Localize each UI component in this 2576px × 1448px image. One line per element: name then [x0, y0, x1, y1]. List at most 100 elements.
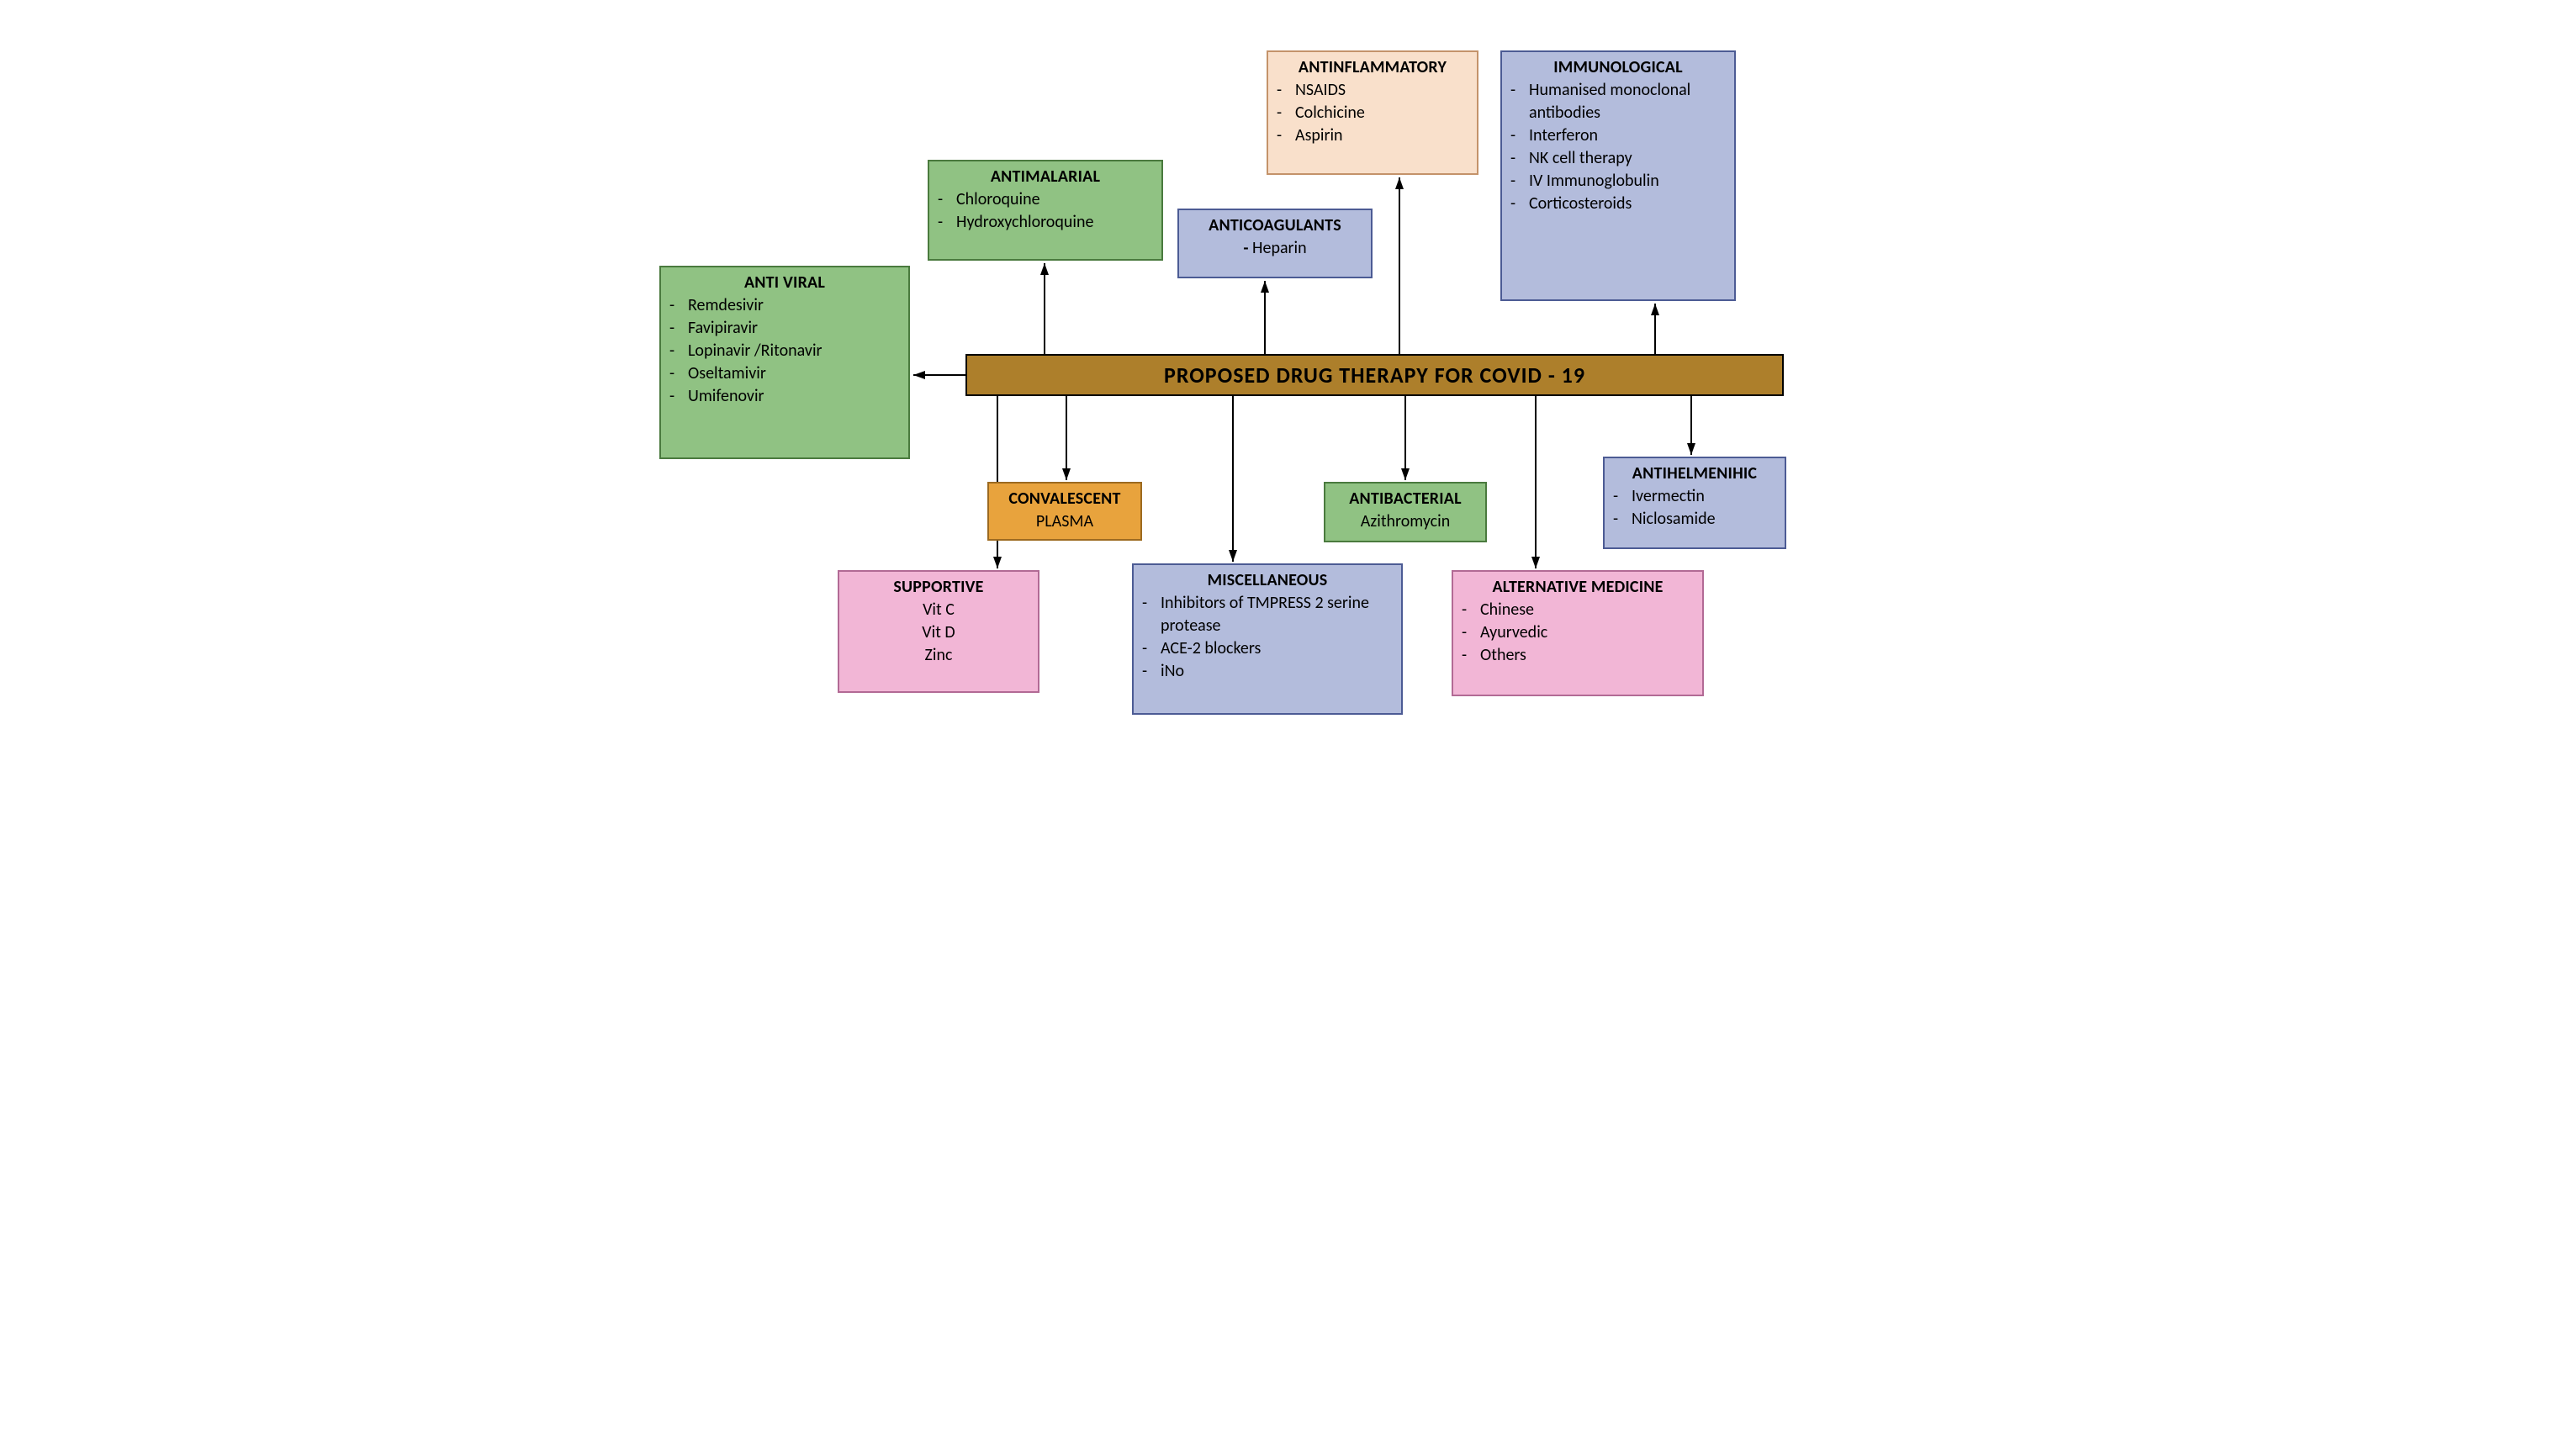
box-items: Azithromycin	[1334, 510, 1477, 533]
dash-icon: -	[1142, 660, 1161, 683]
dash-icon: -	[1510, 147, 1529, 170]
item-text: IV Immunoglobulin	[1529, 170, 1726, 193]
box-antibacterial: ANTIBACTERIALAzithromycin	[1324, 482, 1487, 542]
dash-icon: -	[1142, 637, 1161, 660]
box-title: ANTIBACTERIAL	[1334, 489, 1477, 509]
dash-icon: -	[1510, 170, 1529, 193]
item-text: - Heparin	[1243, 238, 1306, 258]
diagram-canvas: PROPOSED DRUG THERAPY FOR COVID - 19 ANT…	[644, 0, 1932, 724]
item-text: Oseltamivir	[688, 362, 900, 385]
item-text: Corticosteroids	[1529, 193, 1726, 215]
dash-icon: -	[1613, 508, 1632, 531]
box-items: -Ivermectin-Niclosamide	[1613, 485, 1776, 531]
central-title-text: PROPOSED DRUG THERAPY FOR COVID - 19	[1164, 362, 1585, 388]
item-text: Lopinavir /Ritonavir	[688, 340, 900, 362]
list-item: -Inhibitors of TMPRESS 2 serine protease	[1142, 592, 1393, 637]
box-antimalarial: ANTIMALARIAL-Chloroquine-Hydroxychloroqu…	[928, 160, 1163, 261]
box-miscellaneous: MISCELLANEOUS-Inhibitors of TMPRESS 2 se…	[1132, 563, 1403, 715]
list-item: -Interferon	[1510, 124, 1726, 147]
list-item: -iNo	[1142, 660, 1393, 683]
item-text: Hydroxychloroquine	[956, 211, 1153, 234]
dash-icon: -	[1277, 79, 1295, 102]
item-text: Chloroquine	[956, 188, 1153, 211]
item-text: Humanised monoclonal antibodies	[1529, 79, 1726, 124]
box-title: MISCELLANEOUS	[1142, 570, 1393, 590]
list-item: -Ayurvedic	[1462, 621, 1694, 644]
item-text: Interferon	[1529, 124, 1726, 147]
dash-icon: -	[669, 385, 688, 408]
item-text: iNo	[1161, 660, 1393, 683]
box-items: -NSAIDS-Colchicine-Aspirin	[1277, 79, 1468, 147]
dash-icon: -	[1510, 79, 1529, 124]
box-title: ANTINFLAMMATORY	[1277, 57, 1468, 77]
box-items: Vit CVit DZinc	[848, 599, 1029, 667]
list-item: -Niclosamide	[1613, 508, 1776, 531]
box-title: ANTICOAGULANTS	[1187, 215, 1362, 235]
item-text: Inhibitors of TMPRESS 2 serine protease	[1161, 592, 1393, 637]
box-items: -Remdesivir-Favipiravir-Lopinavir /Riton…	[669, 294, 900, 408]
item-text: Favipiravir	[688, 317, 900, 340]
list-item: -Umifenovir	[669, 385, 900, 408]
item-text: Chinese	[1480, 599, 1694, 621]
item-text: Aspirin	[1295, 124, 1468, 147]
dash-icon: -	[1462, 621, 1480, 644]
box-items: -Chloroquine-Hydroxychloroquine	[938, 188, 1153, 234]
item-text: Umifenovir	[688, 385, 900, 408]
box-antihelminthic: ANTIHELMENIHIC-Ivermectin-Niclosamide	[1603, 457, 1786, 549]
dash-icon: -	[669, 317, 688, 340]
box-antiviral: ANTI VIRAL-Remdesivir-Favipiravir-Lopina…	[659, 266, 910, 459]
box-anticoagulants: ANTICOAGULANTS - Heparin	[1177, 209, 1373, 278]
dash-icon: -	[938, 211, 956, 234]
dash-icon: -	[1462, 644, 1480, 667]
central-title-bar: PROPOSED DRUG THERAPY FOR COVID - 19	[965, 354, 1784, 396]
box-title: IMMUNOLOGICAL	[1510, 57, 1726, 77]
list-item: PLASMA	[997, 510, 1132, 533]
box-title: CONVALESCENT	[997, 489, 1132, 509]
list-item: -Chinese	[1462, 599, 1694, 621]
item-text: NSAIDS	[1295, 79, 1468, 102]
list-item: -Oseltamivir	[669, 362, 900, 385]
box-title: ANTIHELMENIHIC	[1613, 463, 1776, 484]
dash-icon: -	[1277, 102, 1295, 124]
box-alternative: ALTERNATIVE MEDICINE-Chinese-Ayurvedic-O…	[1452, 570, 1704, 696]
list-item: Vit D	[848, 621, 1029, 644]
box-items: - Heparin	[1187, 237, 1362, 260]
box-items: PLASMA	[997, 510, 1132, 533]
box-items: -Inhibitors of TMPRESS 2 serine protease…	[1142, 592, 1393, 683]
box-title: ALTERNATIVE MEDICINE	[1462, 577, 1694, 597]
list-item: -ACE-2 blockers	[1142, 637, 1393, 660]
box-items: -Chinese-Ayurvedic-Others	[1462, 599, 1694, 667]
item-text: ACE-2 blockers	[1161, 637, 1393, 660]
list-item: -Chloroquine	[938, 188, 1153, 211]
list-item: -Aspirin	[1277, 124, 1468, 147]
box-immunological: IMMUNOLOGICAL-Humanised monoclonal antib…	[1500, 50, 1736, 301]
item-text: NK cell therapy	[1529, 147, 1726, 170]
box-antiinflammatory: ANTINFLAMMATORY-NSAIDS-Colchicine-Aspiri…	[1267, 50, 1478, 175]
list-item: -IV Immunoglobulin	[1510, 170, 1726, 193]
item-text: Ayurvedic	[1480, 621, 1694, 644]
list-item: Zinc	[848, 644, 1029, 667]
dash-icon: -	[669, 340, 688, 362]
box-convalescent: CONVALESCENTPLASMA	[987, 482, 1142, 541]
box-items: -Humanised monoclonal antibodies-Interfe…	[1510, 79, 1726, 215]
dash-icon: -	[1142, 592, 1161, 637]
item-text: Niclosamide	[1632, 508, 1776, 531]
dash-icon: -	[669, 294, 688, 317]
list-item: - Heparin	[1187, 237, 1362, 260]
dash-icon: -	[1277, 124, 1295, 147]
list-item: -NK cell therapy	[1510, 147, 1726, 170]
item-text: Colchicine	[1295, 102, 1468, 124]
box-title: ANTI VIRAL	[669, 272, 900, 293]
item-text: Remdesivir	[688, 294, 900, 317]
list-item: -Others	[1462, 644, 1694, 667]
dash-icon: -	[1462, 599, 1480, 621]
item-text: Ivermectin	[1632, 485, 1776, 508]
list-item: -Ivermectin	[1613, 485, 1776, 508]
dash-icon: -	[1510, 124, 1529, 147]
dash-icon: -	[1510, 193, 1529, 215]
list-item: -Remdesivir	[669, 294, 900, 317]
box-title: ANTIMALARIAL	[938, 166, 1153, 187]
box-supportive: SUPPORTIVEVit CVit DZinc	[838, 570, 1039, 693]
list-item: -Hydroxychloroquine	[938, 211, 1153, 234]
list-item: Azithromycin	[1334, 510, 1477, 533]
